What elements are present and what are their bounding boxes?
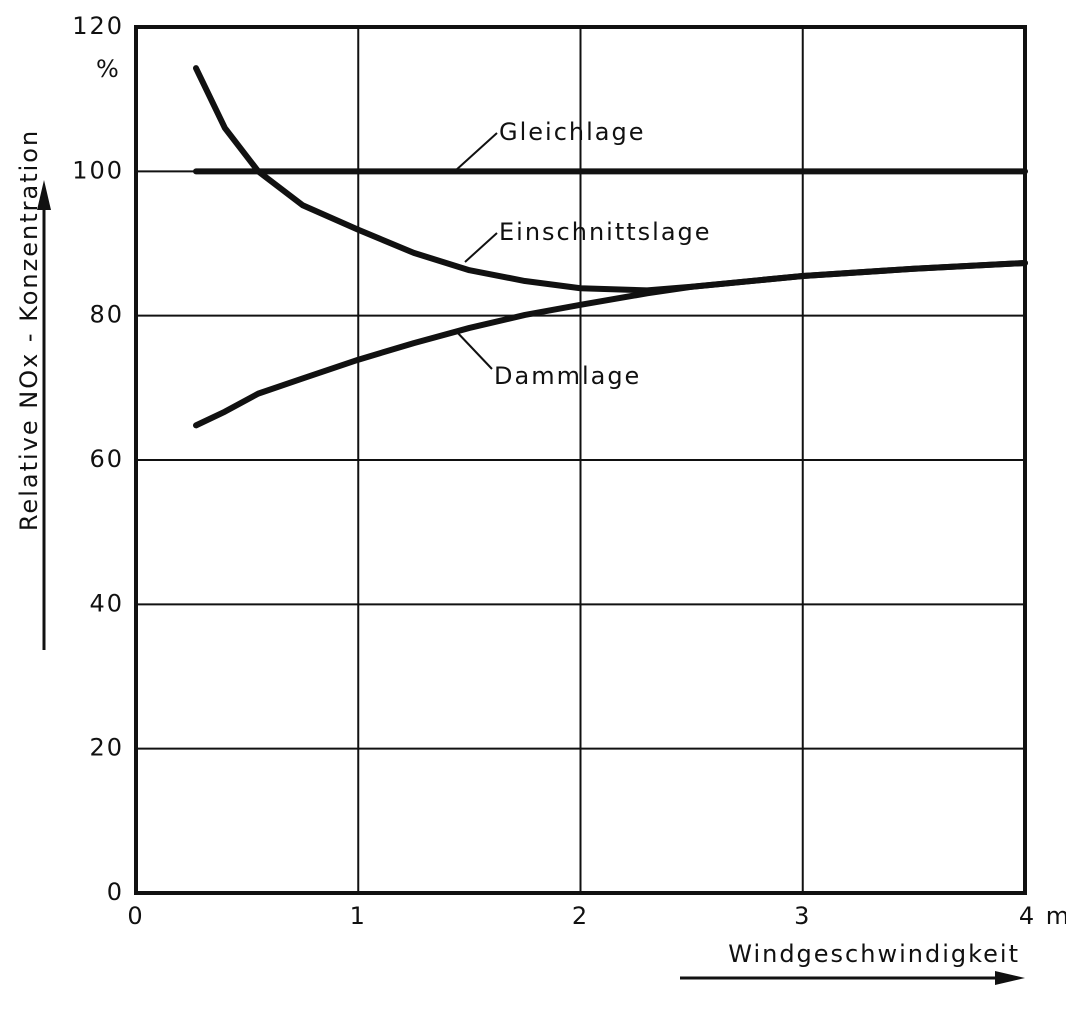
y-unit: % — [96, 55, 121, 83]
x-axis-label: Windgeschwindigkeit — [728, 940, 1020, 968]
y-tick-label: 0 — [107, 878, 124, 906]
label-leader — [454, 132, 498, 172]
y-tick-label: 40 — [89, 589, 124, 617]
y-tick-label: 60 — [89, 445, 124, 473]
label-leader — [464, 232, 498, 263]
series-label: Einschnittslage — [499, 218, 712, 246]
x-axis-arrowhead — [995, 971, 1025, 985]
x-tick-label: 0 — [127, 902, 144, 930]
y-axis-label: Relative NOx - Konzentration — [15, 129, 43, 531]
x-tick-label: 1 — [350, 902, 367, 930]
series-label: Gleichlage — [499, 118, 645, 146]
series-label: Dammlage — [494, 362, 641, 390]
y-tick-label: 80 — [89, 301, 124, 329]
x-tick-label: 2 — [572, 902, 589, 930]
y-tick-label: 120 — [72, 12, 124, 40]
series-line — [193, 65, 1028, 294]
series-line — [193, 259, 1028, 429]
y-tick-label: 20 — [89, 734, 124, 762]
y-tick-label: 100 — [72, 156, 124, 184]
x-tick-label: 4 m — [1019, 902, 1066, 930]
plot-frame — [134, 25, 1027, 895]
label-leader — [454, 329, 493, 370]
x-tick-label: 3 — [794, 902, 811, 930]
y-axis-arrowhead — [37, 180, 51, 210]
